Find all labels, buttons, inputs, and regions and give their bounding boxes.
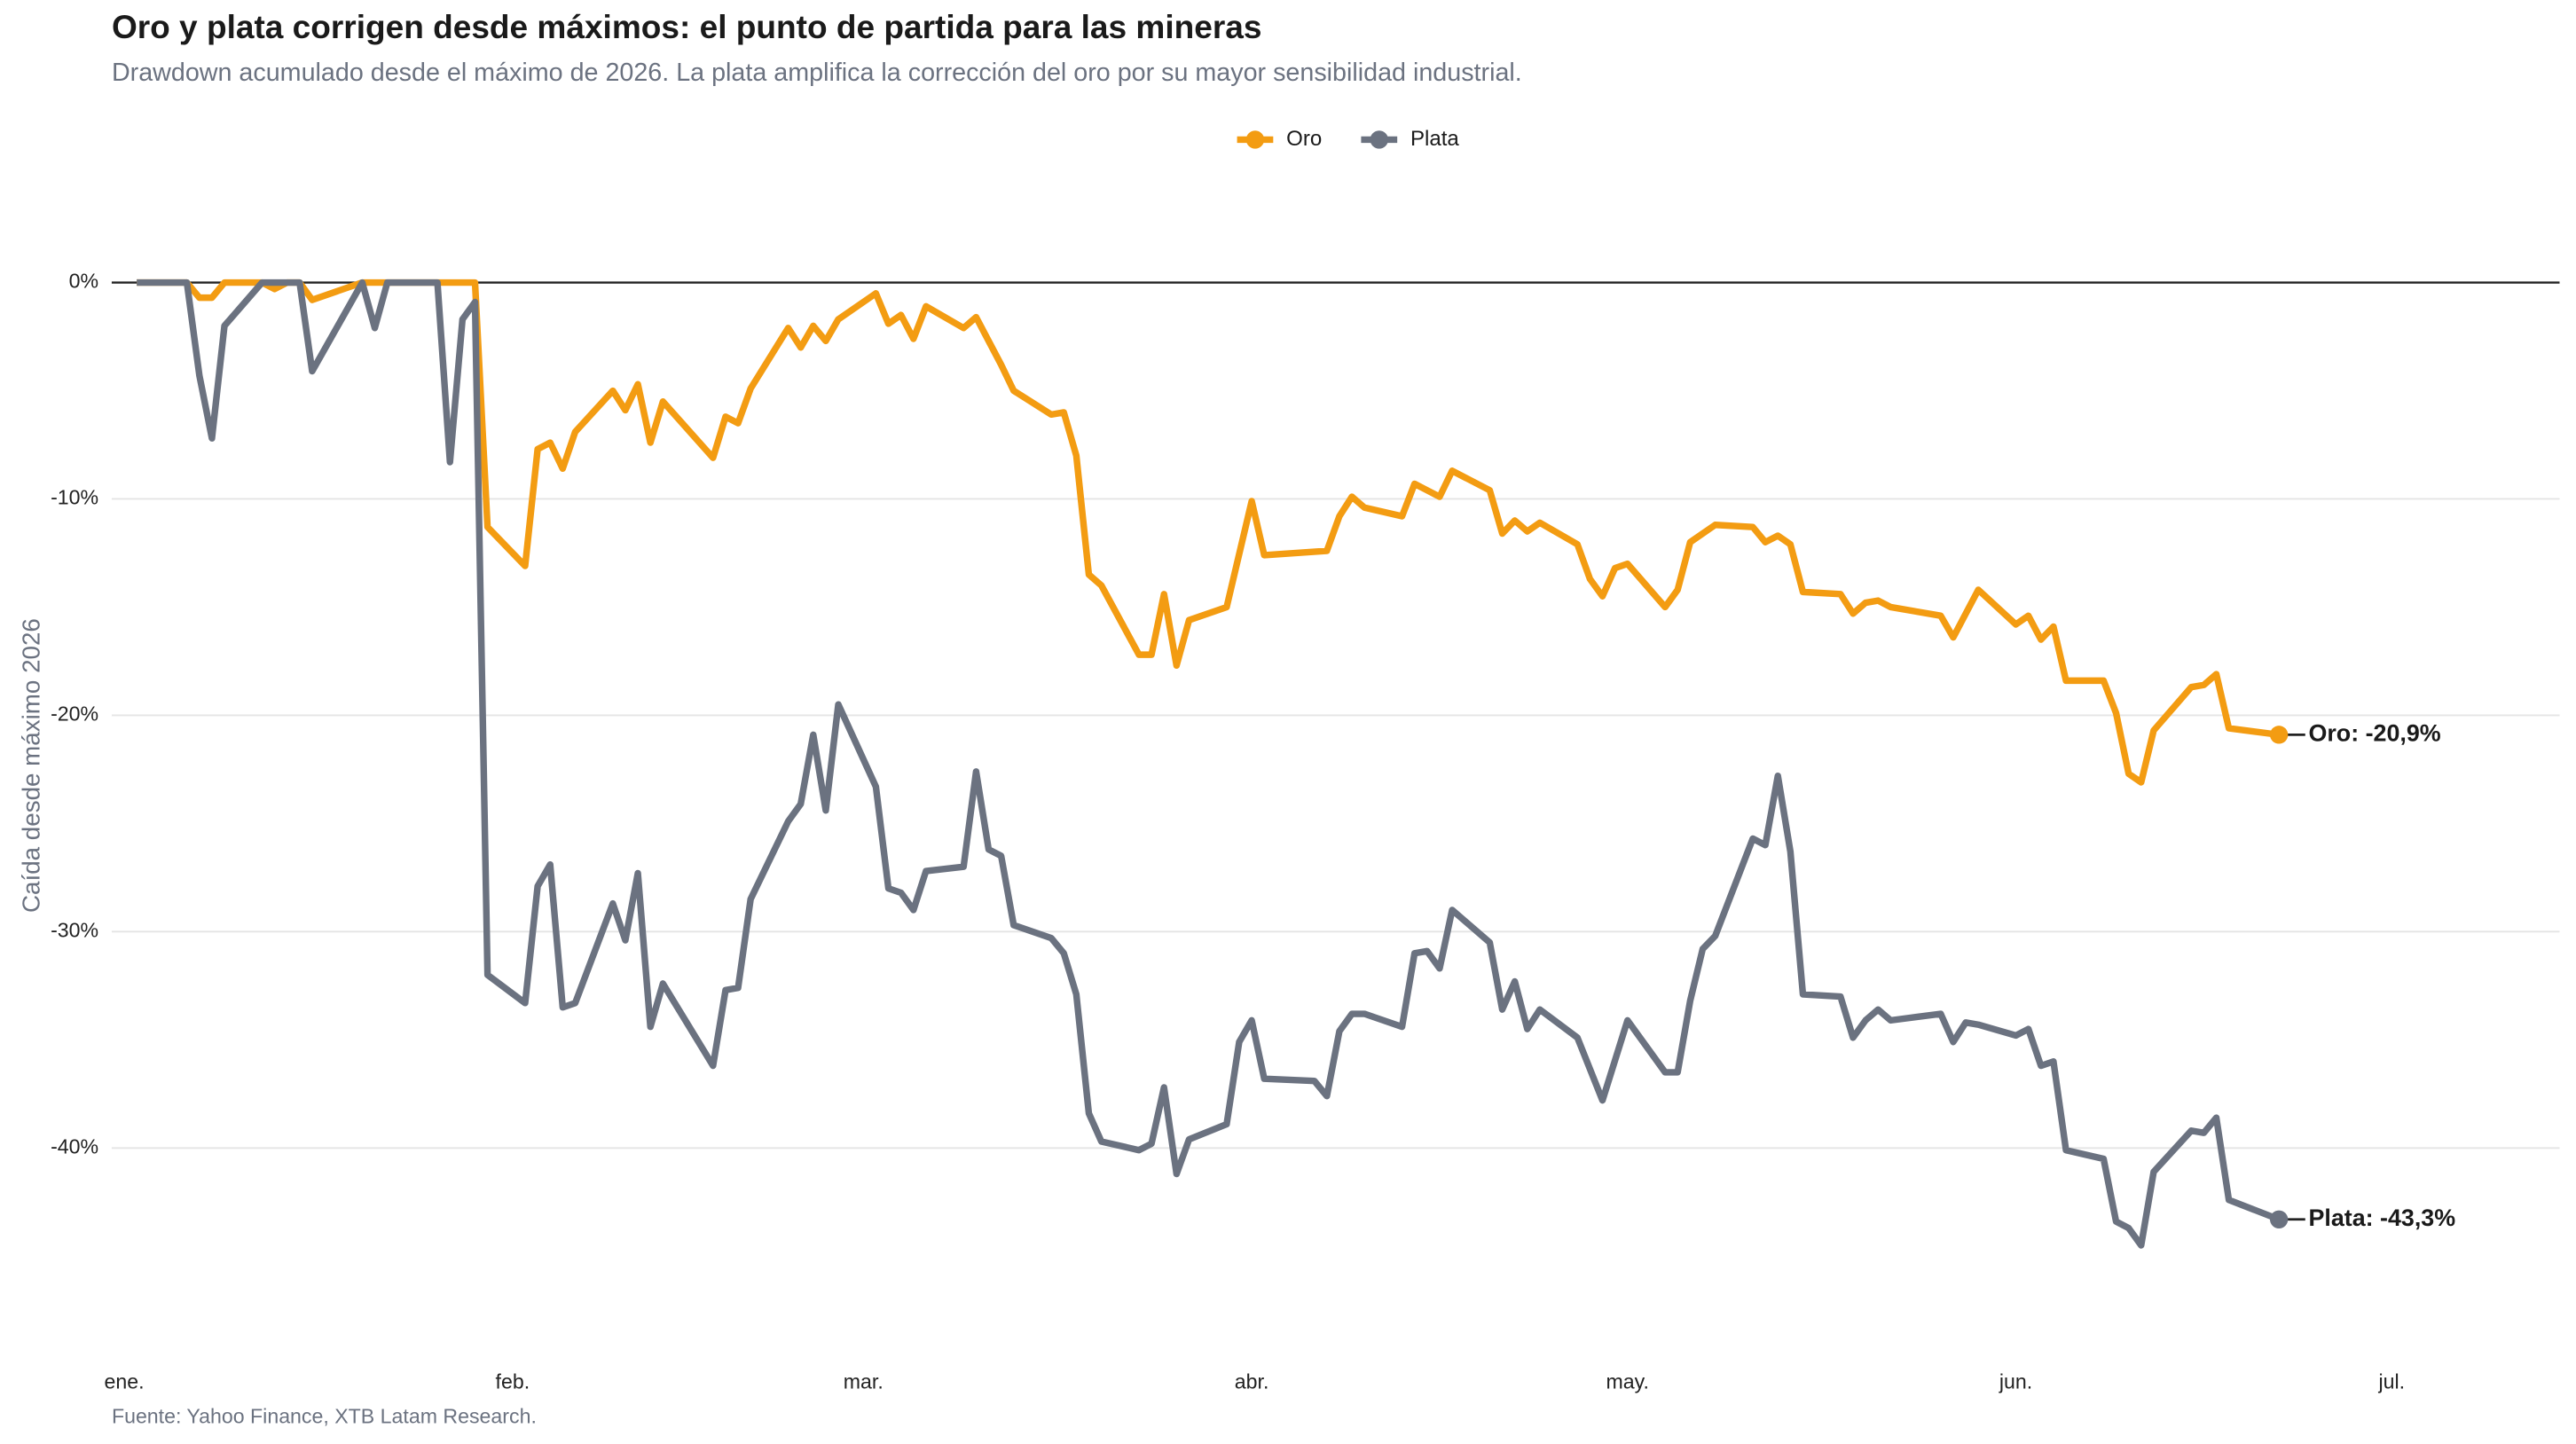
x-tick-label: feb. (496, 1370, 530, 1393)
series-line (137, 279, 2280, 786)
y-tick-label: 0% (69, 270, 98, 293)
x-tick-label: jun. (1999, 1370, 2032, 1393)
end-point (2269, 726, 2289, 744)
x-tick-label: mar. (844, 1370, 884, 1393)
y-tick-label: -10% (51, 486, 98, 509)
y-tick-label: -40% (51, 1134, 98, 1158)
series-line (137, 279, 2281, 1249)
x-tick-label: abr. (1235, 1370, 1269, 1393)
end-label: Plata: -43,3% (2308, 1205, 2455, 1231)
y-tick-label: -30% (51, 918, 98, 941)
source: Fuente: Yahoo Finance, XTB Latam Researc… (112, 1404, 537, 1427)
legend-dot (1245, 130, 1265, 149)
legend-label: Plata (1410, 127, 1459, 151)
x-tick-label: jul. (2377, 1370, 2405, 1393)
y-tick-label: -20% (51, 702, 98, 726)
x-tick-label: ene. (105, 1370, 145, 1393)
chart-subtitle: Drawdown acumulado desde el máximo de 20… (112, 59, 1522, 87)
chart-title: Oro y plata corrigen desde máximos: el p… (112, 8, 1262, 45)
end-label: Oro: -20,9% (2308, 719, 2440, 746)
legend-dot (1370, 130, 1388, 149)
y-axis-label: Caída desde máximo 2026 (17, 618, 44, 913)
legend-label: Oro (1286, 127, 1322, 151)
end-point (2269, 1210, 2289, 1228)
x-tick-label: may. (1606, 1370, 1649, 1393)
